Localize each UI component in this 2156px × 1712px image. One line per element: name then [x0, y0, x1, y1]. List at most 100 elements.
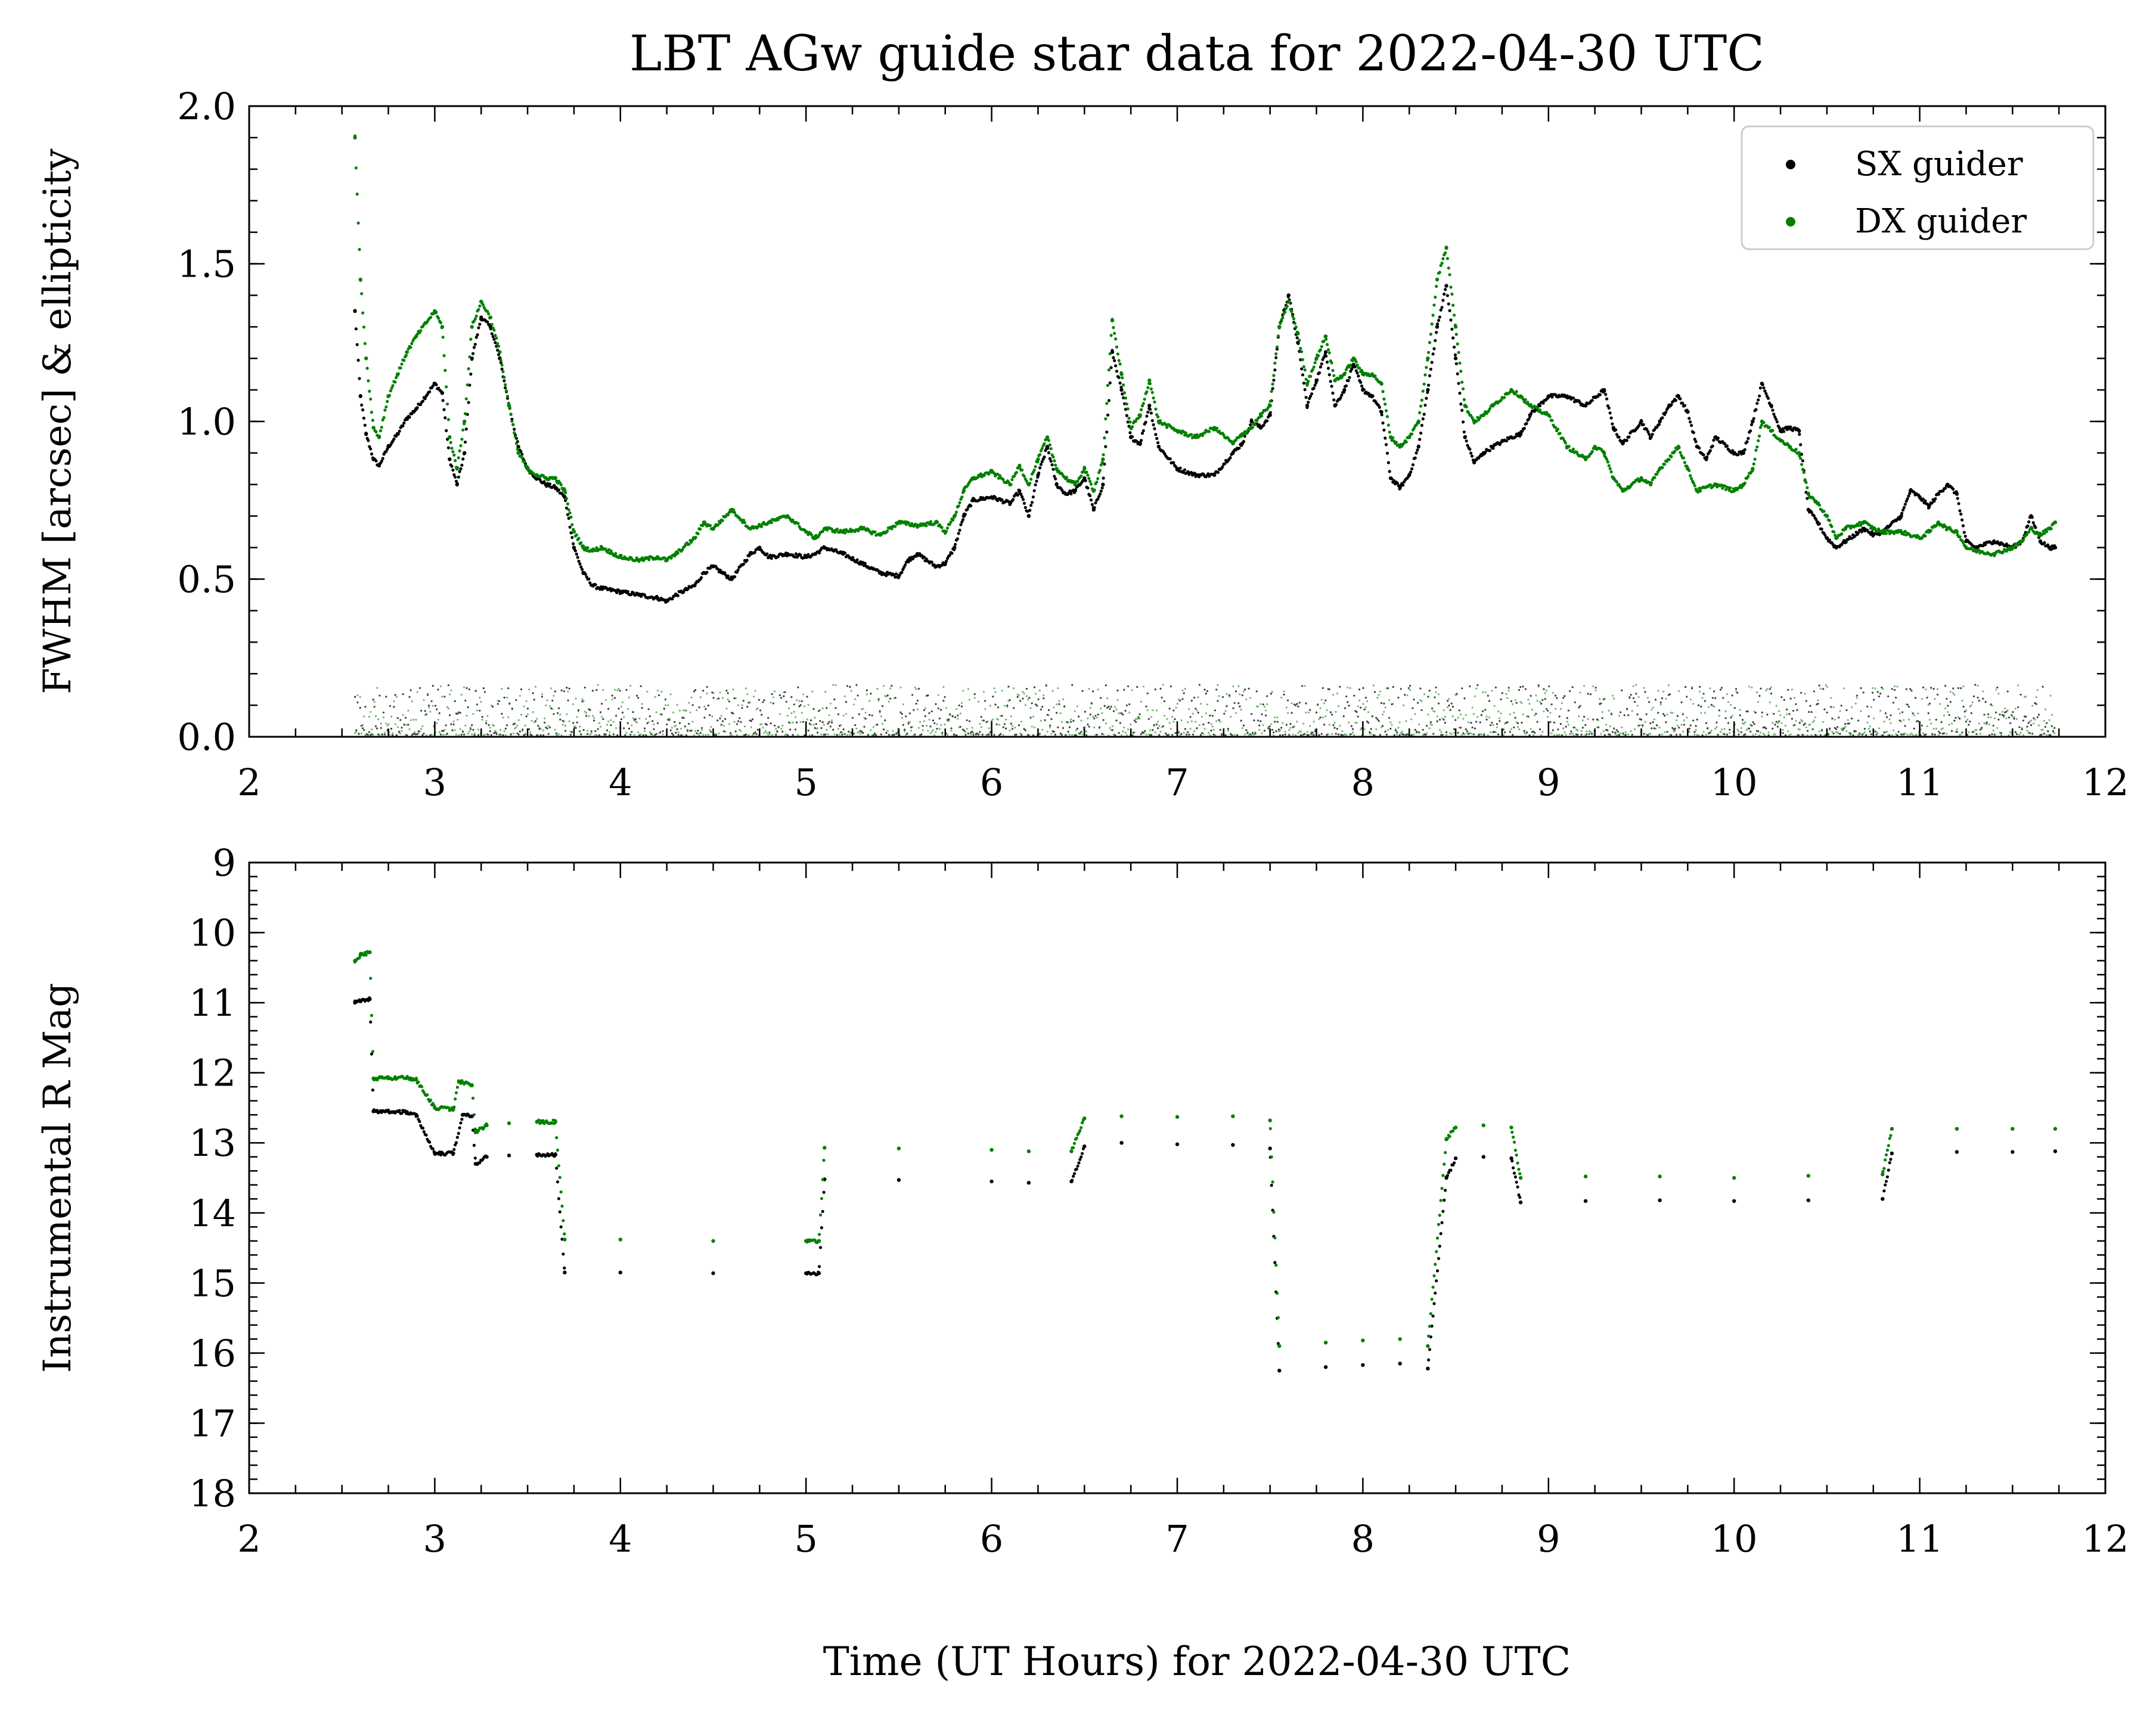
sample-dot: [563, 487, 566, 491]
sample-dot: [1814, 518, 1818, 522]
ellipticity-dot: [1530, 694, 1532, 697]
ellipticity-dot: [685, 734, 687, 736]
ellipticity-dot: [709, 728, 711, 731]
ellipticity-dot: [1158, 734, 1161, 736]
ellipticity-dot: [1332, 724, 1335, 727]
sample-dot: [2026, 524, 2030, 528]
ellipticity-dot: [1159, 687, 1162, 690]
ellipticity-dot: [1760, 687, 1762, 690]
ellipticity-dot: [1654, 699, 1657, 701]
sample-dot: [445, 385, 448, 389]
ellipticity-dot: [1674, 727, 1676, 730]
ellipticity-dot: [1036, 705, 1038, 707]
ellipticity-dot: [1948, 714, 1950, 717]
sample-dot: [1484, 451, 1487, 454]
ellipticity-dot: [507, 687, 510, 690]
sample-dot: [1840, 532, 1844, 536]
ellipticity-dot: [1206, 690, 1208, 692]
ellipticity-dot: [1171, 734, 1174, 736]
ellipticity-dot: [585, 712, 588, 714]
ellipticity-dot: [685, 709, 687, 712]
sample-dot: [929, 520, 933, 523]
sample-dot: [1451, 303, 1455, 307]
sample-dot: [1043, 442, 1046, 446]
ellipticity-dot: [770, 722, 772, 725]
sample-dot: [1385, 443, 1388, 446]
ellipticity-dot: [488, 724, 490, 726]
ellipticity-dot: [599, 725, 602, 728]
sample-dot: [1716, 436, 1720, 440]
ellipticity-dot: [785, 700, 787, 703]
ellipticity-dot: [436, 722, 438, 724]
sample-dot: [1153, 427, 1156, 430]
sample-dot: [1193, 472, 1196, 475]
ellipticity-dot: [2042, 686, 2044, 688]
ellipticity-dot: [613, 697, 616, 699]
sample-dot: [387, 393, 392, 398]
ellipticity-dot: [1024, 729, 1026, 731]
sample-dot: [1019, 492, 1023, 496]
ellipticity-dot: [1845, 709, 1848, 711]
sample-dot: [384, 405, 388, 409]
ellipticity-dot: [476, 703, 479, 706]
ellipticity-dot: [547, 725, 550, 727]
sample-dot: [1294, 325, 1298, 329]
sample-dot: [1330, 384, 1333, 388]
sample-dot: [1110, 318, 1114, 321]
ellipticity-dot: [454, 729, 456, 731]
sample-dot: [1127, 417, 1131, 420]
sample-dot: [1040, 460, 1044, 464]
ellipticity-dot: [362, 724, 364, 726]
ellipticity-dot: [1897, 731, 1900, 733]
sample-dot: [708, 524, 712, 528]
sample-dot: [1332, 374, 1336, 377]
ellipticity-dot: [628, 696, 630, 699]
ellipticity-dot: [442, 734, 445, 736]
sample-dot: [1281, 316, 1285, 320]
sample-dot: [1371, 394, 1375, 398]
sample-dot: [1801, 459, 1804, 463]
sample-dot: [1272, 379, 1276, 382]
ellipticity-dot: [588, 715, 590, 717]
sample-dot: [454, 459, 457, 463]
sample-dot: [1032, 489, 1036, 492]
ellipticity-dot: [997, 706, 1000, 709]
sample-dot: [1420, 398, 1423, 402]
sample-dot: [1102, 453, 1105, 457]
ellipticity-dot: [1261, 713, 1263, 715]
ellipticity-dot: [1978, 699, 1980, 702]
sample-dot: [1431, 314, 1435, 317]
ellipticity-dot: [1352, 728, 1354, 730]
ellipticity-dot: [880, 733, 882, 736]
ellipticity-dot: [1838, 717, 1840, 719]
sample-dot: [492, 328, 496, 332]
sample-dot: [1276, 334, 1280, 338]
sample-dot: [1034, 483, 1037, 486]
sample-dot: [1378, 405, 1381, 409]
ellipticity-dot: [854, 724, 857, 727]
sample-dot: [463, 422, 466, 426]
sample-dot: [1427, 351, 1431, 354]
ellipticity-dot: [1089, 714, 1091, 716]
sample-dot: [1267, 415, 1270, 419]
ellipticity-dot: [593, 717, 595, 719]
sample-dot: [1431, 352, 1435, 356]
ellipticity-dot: [1215, 688, 1218, 691]
ellipticity-dot: [1741, 719, 1744, 721]
ellipticity-dot: [653, 728, 655, 730]
sample-dot: [451, 469, 455, 472]
sample-dot: [446, 446, 451, 449]
ellipticity-dot: [1630, 694, 1632, 696]
ellipticity-dot: [587, 733, 589, 735]
ellipticity-dot: [1470, 722, 1472, 724]
sample-dot: [454, 479, 458, 483]
sample-dot: [1449, 318, 1453, 322]
sample-dot: [671, 597, 674, 601]
ellipticity-dot: [1022, 697, 1024, 700]
sample-dot: [1450, 327, 1454, 331]
sample-dot: [409, 346, 412, 349]
sample-dot: [1772, 413, 1776, 416]
ellipticity-dot: [656, 689, 659, 692]
ellipticity-dot: [694, 730, 697, 732]
sample-dot: [384, 449, 388, 454]
